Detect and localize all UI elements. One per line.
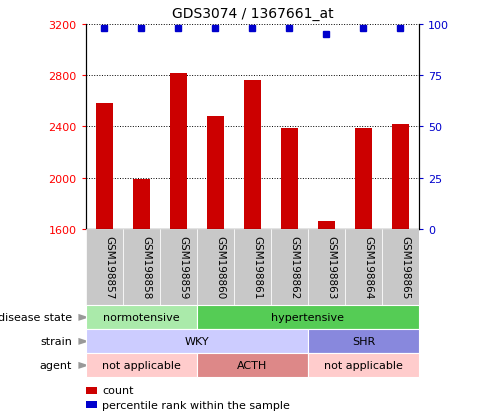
Text: normotensive: normotensive	[103, 313, 180, 323]
Bar	[160, 229, 197, 306]
Text: GSM198857: GSM198857	[104, 236, 114, 299]
Text: disease state: disease state	[0, 313, 72, 323]
Text: percentile rank within the sample: percentile rank within the sample	[102, 400, 290, 410]
Bar	[382, 229, 419, 306]
Text: strain: strain	[40, 337, 72, 347]
Text: SHR: SHR	[352, 337, 375, 347]
Bar	[244, 81, 261, 229]
Text: GSM198858: GSM198858	[141, 236, 151, 299]
Bar	[133, 179, 149, 229]
Bar	[392, 124, 409, 229]
Bar	[170, 74, 187, 229]
Text: count: count	[102, 385, 134, 395]
Bar	[197, 229, 234, 306]
Text: GSM198860: GSM198860	[215, 236, 225, 299]
Polygon shape	[78, 338, 89, 345]
Text: not applicable: not applicable	[324, 361, 403, 370]
Text: not applicable: not applicable	[102, 361, 181, 370]
Text: agent: agent	[40, 361, 72, 370]
Text: GSM198864: GSM198864	[364, 236, 373, 299]
Bar	[86, 229, 123, 306]
Bar	[207, 117, 223, 229]
Polygon shape	[78, 362, 89, 369]
Bar	[123, 229, 160, 306]
Bar	[271, 229, 308, 306]
Bar	[345, 229, 382, 306]
Text: ACTH: ACTH	[237, 361, 268, 370]
Text: GSM198863: GSM198863	[326, 236, 337, 299]
Text: WKY: WKY	[185, 337, 209, 347]
Text: GSM198859: GSM198859	[178, 236, 188, 299]
Text: GSM198865: GSM198865	[400, 236, 411, 299]
Text: GSM198861: GSM198861	[252, 236, 262, 299]
Bar	[281, 128, 298, 229]
Title: GDS3074 / 1367661_at: GDS3074 / 1367661_at	[172, 7, 333, 21]
Polygon shape	[78, 314, 89, 321]
Bar	[355, 128, 372, 229]
Text: GSM198862: GSM198862	[290, 236, 299, 299]
Bar	[308, 229, 345, 306]
Bar	[96, 104, 113, 229]
Bar	[318, 221, 335, 229]
Bar	[234, 229, 271, 306]
Text: hypertensive: hypertensive	[271, 313, 344, 323]
